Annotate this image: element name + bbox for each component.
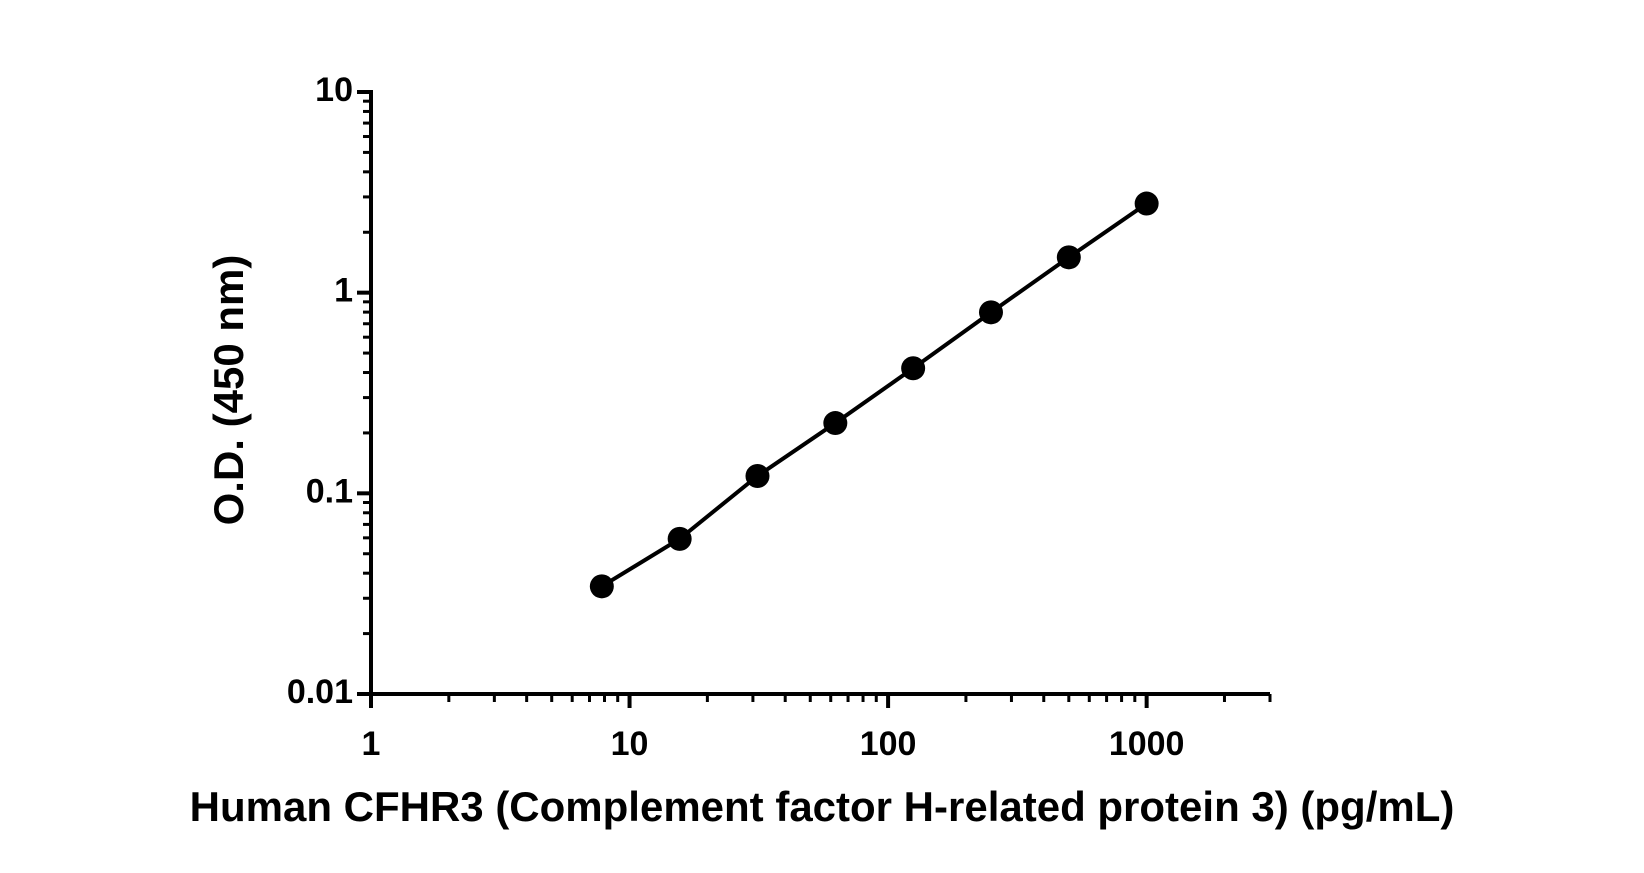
series-line (600, 201, 1148, 589)
x-axis-title: Human CFHR3 (Complement factor H-related… (190, 783, 1455, 830)
y-tick-label: 10 (315, 71, 353, 109)
y-tick-label: 0.1 (306, 472, 353, 510)
data-point (823, 411, 848, 436)
data-point (1134, 191, 1159, 216)
y-tick-label: 1 (334, 272, 353, 310)
data-point (667, 526, 692, 551)
data-point (901, 356, 926, 381)
y-tick-label: 0.01 (287, 673, 353, 711)
data-point (589, 574, 614, 599)
y-axis-title: O.D. (450 nm) (205, 255, 252, 526)
x-tick-label: 10 (611, 725, 649, 763)
x-tick-label: 1 (362, 725, 381, 763)
x-tick-label: 100 (860, 725, 917, 763)
x-tick-label: 1000 (1109, 725, 1185, 763)
data-point (745, 464, 770, 489)
data-point (1056, 245, 1081, 270)
data-point (978, 300, 1003, 325)
